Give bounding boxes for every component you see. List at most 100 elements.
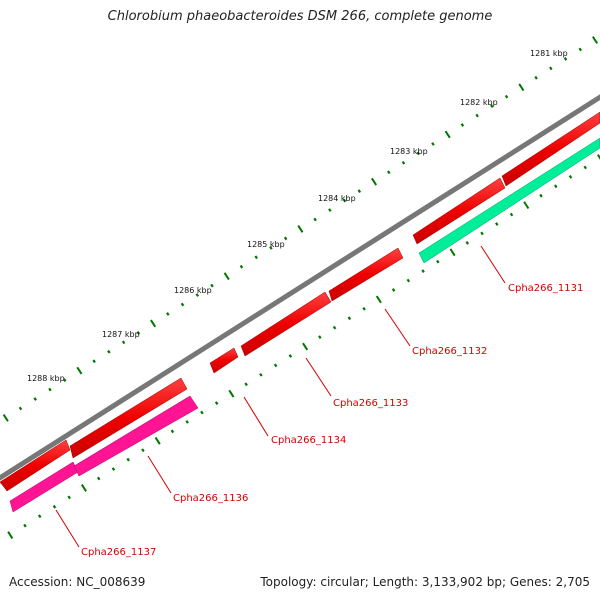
- minor-tick: [62, 378, 67, 382]
- major-tick: [371, 177, 378, 186]
- minor-tick: [92, 359, 96, 364]
- minor-tick: [534, 75, 538, 80]
- minor-tick: [67, 495, 71, 500]
- minor-tick: [357, 189, 362, 194]
- minor-tick: [347, 316, 352, 321]
- kbp-label: 1283 kbp: [390, 147, 428, 156]
- minor-tick: [475, 113, 479, 118]
- major-tick: [150, 319, 157, 328]
- minor-tick: [195, 293, 200, 297]
- minor-tick: [568, 174, 573, 179]
- gene-label[interactable]: Cpha266_1137: [81, 547, 156, 558]
- minor-tick: [539, 193, 543, 198]
- major-tick: [597, 154, 600, 160]
- minor-tick: [185, 420, 189, 424]
- major-tick: [297, 225, 304, 233]
- minor-tick: [495, 222, 499, 226]
- minor-tick: [52, 504, 57, 509]
- major-tick: [80, 484, 87, 492]
- minor-tick: [563, 57, 568, 61]
- gene-label[interactable]: Cpha266_1133: [333, 398, 408, 409]
- major-tick: [375, 295, 382, 304]
- minor-tick: [549, 66, 553, 71]
- minor-tick: [436, 259, 440, 264]
- major-tick: [523, 201, 530, 210]
- kbp-label: 1288 kbp: [27, 374, 65, 383]
- minor-tick: [554, 184, 558, 189]
- minor-tick: [401, 160, 406, 165]
- minor-tick: [141, 448, 145, 453]
- inner-tick-ring: [7, 154, 600, 539]
- minor-tick: [288, 354, 293, 358]
- kbp-label: 1287 kbp: [102, 330, 140, 339]
- minor-tick: [126, 457, 130, 462]
- minor-tick: [332, 325, 337, 330]
- minor-tick: [421, 269, 425, 273]
- minor-tick: [273, 363, 278, 368]
- minor-tick: [465, 240, 470, 245]
- minor-tick: [107, 349, 111, 354]
- gene-arrow-forward[interactable]: [0, 111, 600, 492]
- kbp-label: 1285 kbp: [247, 240, 285, 249]
- kbp-label: 1286 kbp: [174, 286, 212, 295]
- label-leaders: [55, 245, 506, 548]
- major-tick: [518, 83, 525, 92]
- major-tick: [449, 248, 456, 257]
- minor-tick: [269, 245, 273, 250]
- minor-tick: [583, 165, 587, 170]
- minor-tick: [239, 264, 244, 269]
- minor-tick: [431, 142, 435, 146]
- minor-tick: [362, 306, 366, 311]
- minor-tick: [406, 278, 411, 283]
- map-title: Chlorobium phaeobacteroides DSM 266, com…: [107, 9, 493, 24]
- minor-tick: [254, 255, 258, 260]
- minor-tick: [460, 123, 465, 127]
- kbp-label: 1284 kbp: [318, 194, 356, 203]
- major-tick: [444, 130, 451, 139]
- minor-tick: [96, 476, 101, 481]
- minor-tick: [33, 397, 37, 401]
- major-tick: [302, 342, 309, 351]
- minor-tick: [170, 429, 175, 434]
- major-tick: [591, 36, 599, 44]
- genome-backbone: [0, 94, 600, 481]
- minor-tick: [210, 283, 214, 288]
- kbp-label: 1282 kbp: [460, 98, 498, 107]
- minor-tick: [318, 335, 322, 339]
- gene-label[interactable]: Cpha266_1136: [173, 493, 248, 504]
- minor-tick: [391, 288, 396, 292]
- minor-tick: [578, 47, 583, 52]
- outer-tick-ring: [2, 36, 599, 422]
- minor-tick: [328, 208, 332, 212]
- minor-tick: [48, 387, 52, 392]
- minor-tick: [166, 312, 170, 316]
- major-tick: [7, 531, 14, 539]
- major-tick: [228, 389, 235, 398]
- kbp-label: 1281 kbp: [530, 49, 568, 58]
- major-tick: [154, 436, 161, 445]
- minor-tick: [180, 302, 185, 307]
- minor-tick: [23, 523, 27, 528]
- minor-tick: [200, 410, 204, 415]
- minor-tick: [387, 170, 391, 175]
- gene-label[interactable]: Cpha266_1131: [508, 283, 583, 294]
- minor-tick: [37, 514, 42, 519]
- minor-tick: [313, 217, 317, 222]
- minor-tick: [480, 231, 484, 236]
- minor-tick: [18, 406, 23, 411]
- minor-tick: [214, 401, 219, 405]
- minor-tick: [111, 467, 116, 471]
- minor-tick: [490, 104, 494, 108]
- major-tick: [223, 272, 230, 281]
- major-tick: [76, 366, 83, 375]
- major-tick: [2, 413, 9, 422]
- minor-tick: [504, 94, 509, 99]
- minor-tick: [342, 198, 347, 203]
- gene-label[interactable]: Cpha266_1134: [271, 435, 346, 446]
- minor-tick: [136, 331, 141, 335]
- minor-tick: [121, 340, 126, 345]
- gene-label[interactable]: Cpha266_1132: [412, 346, 487, 357]
- gene-arrow-reverse[interactable]: [9, 137, 600, 513]
- minor-tick: [283, 236, 288, 241]
